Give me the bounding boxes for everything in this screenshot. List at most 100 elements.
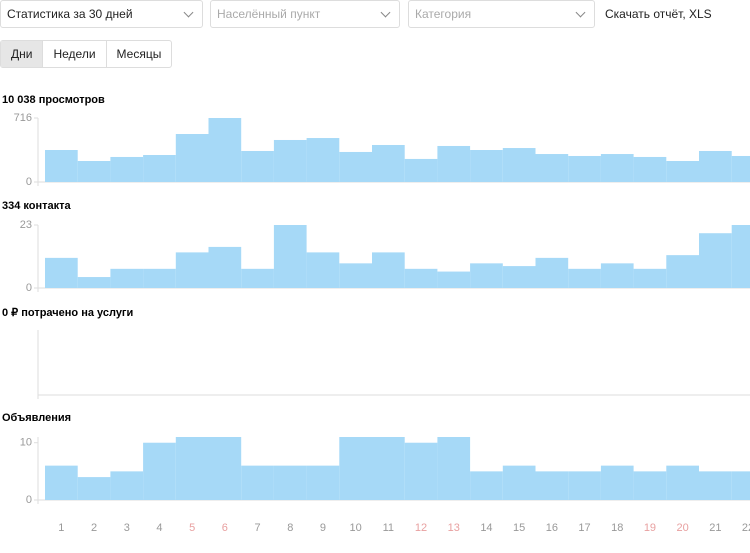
bar <box>208 246 242 288</box>
bar <box>372 437 405 500</box>
bar <box>666 160 699 182</box>
x-tick-label: 2 <box>91 522 97 534</box>
tabs: Дни Недели Месяцы <box>0 40 173 68</box>
bar <box>699 471 732 500</box>
bar <box>45 257 78 288</box>
chart-title: Объявления <box>2 412 71 424</box>
period-select[interactable]: Статистика за 30 дней <box>0 0 203 28</box>
bar <box>404 158 438 182</box>
bar <box>143 268 176 288</box>
bar <box>666 465 699 500</box>
bar <box>568 155 601 182</box>
x-tick-label: 16 <box>546 522 558 534</box>
x-tick-label: 12 <box>415 522 427 534</box>
bar <box>731 471 750 500</box>
bar <box>502 148 536 182</box>
bar <box>437 271 471 288</box>
x-tick-label: 14 <box>480 522 492 534</box>
bar <box>45 150 78 182</box>
chart-title: 0 ₽ потрачено на услуги <box>2 307 133 319</box>
x-tick-label: 15 <box>513 522 525 534</box>
bar <box>110 268 144 288</box>
x-tick-label: 22 <box>742 522 750 534</box>
download-link[interactable]: Скачать отчёт, XLS <box>605 7 712 21</box>
bar <box>502 465 536 500</box>
bar <box>45 465 78 500</box>
bar <box>143 442 176 500</box>
y-tick-label: 10 <box>20 437 32 449</box>
x-tick-label: 19 <box>644 522 656 534</box>
bar <box>339 437 372 500</box>
bar <box>273 465 307 500</box>
tab[interactable]: Недели <box>43 41 107 67</box>
x-tick-label: 10 <box>350 522 362 534</box>
bar <box>535 154 569 182</box>
bar <box>241 150 274 182</box>
bar <box>175 252 209 288</box>
tab[interactable]: Дни <box>1 41 44 67</box>
bar <box>306 138 340 182</box>
bar <box>600 154 634 182</box>
x-tick-label: 5 <box>189 522 195 534</box>
bar <box>208 437 242 500</box>
y-tick-label: 23 <box>20 219 32 231</box>
bar <box>699 233 732 288</box>
bar <box>339 151 372 182</box>
bar <box>77 160 111 182</box>
y-tick-label: 716 <box>14 112 32 124</box>
bar <box>241 465 274 500</box>
x-tick-label: 13 <box>448 522 460 534</box>
bar <box>143 155 176 182</box>
chart-title: 334 контакта <box>2 200 72 212</box>
bar <box>77 277 111 288</box>
bar <box>77 477 111 500</box>
bar <box>633 471 667 500</box>
bar <box>731 155 750 182</box>
bar <box>502 266 536 288</box>
x-tick-label: 6 <box>222 522 228 534</box>
x-tick-label: 18 <box>611 522 623 534</box>
bar <box>731 225 750 288</box>
bar <box>306 252 340 288</box>
bar <box>600 263 634 288</box>
x-tick-label: 7 <box>254 522 260 534</box>
bar <box>110 156 144 182</box>
x-tick-label: 9 <box>320 522 326 534</box>
bar <box>600 465 634 500</box>
bar <box>666 255 699 288</box>
bar <box>470 471 503 500</box>
x-tick-label: 4 <box>156 522 162 534</box>
chart-title: 10 038 просмотров <box>2 94 105 106</box>
x-tick-label: 17 <box>578 522 590 534</box>
x-tick-label: 1 <box>58 522 64 534</box>
bar <box>470 150 503 182</box>
bar <box>437 145 471 182</box>
y-tick-label: 0 <box>26 494 32 506</box>
y-tick-label: 0 <box>26 282 32 294</box>
x-tick-label: 21 <box>709 522 721 534</box>
bar <box>535 257 569 288</box>
category-select[interactable]: Категория <box>408 0 595 28</box>
bar <box>633 268 667 288</box>
bar <box>372 144 405 182</box>
bar <box>273 139 307 182</box>
bar <box>110 471 144 500</box>
tab[interactable]: Месяцы <box>116 47 162 61</box>
bar <box>241 268 274 288</box>
x-tick-label: 8 <box>287 522 293 534</box>
city-select[interactable]: Населённый пункт <box>210 0 400 28</box>
bar <box>633 156 667 182</box>
bar <box>273 225 307 288</box>
x-tick-label: 3 <box>124 522 130 534</box>
bar <box>699 150 732 182</box>
bar <box>404 268 438 288</box>
bar <box>568 268 601 288</box>
bar <box>568 471 601 500</box>
bar <box>175 437 209 500</box>
bar <box>470 263 503 288</box>
y-tick-label: 0 <box>26 176 32 188</box>
bar <box>404 442 438 500</box>
bar <box>175 134 209 182</box>
